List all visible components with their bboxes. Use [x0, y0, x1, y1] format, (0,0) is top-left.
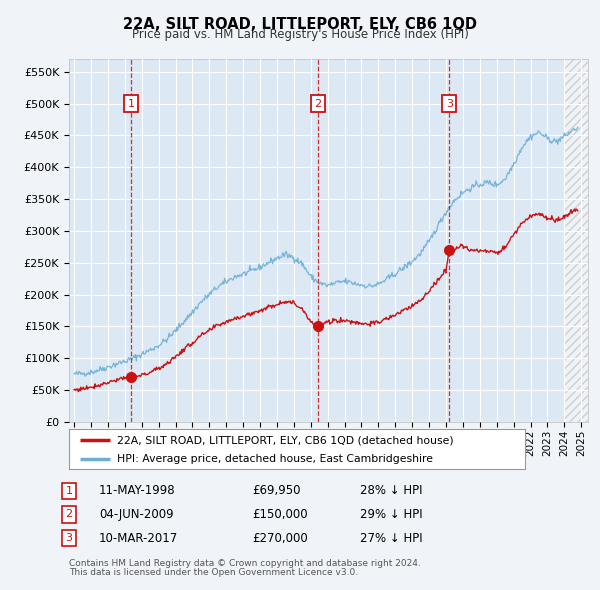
- Text: HPI: Average price, detached house, East Cambridgeshire: HPI: Average price, detached house, East…: [117, 454, 433, 464]
- Text: 3: 3: [446, 99, 453, 109]
- Text: 28% ↓ HPI: 28% ↓ HPI: [360, 484, 422, 497]
- Text: 27% ↓ HPI: 27% ↓ HPI: [360, 532, 422, 545]
- Text: 2: 2: [314, 99, 322, 109]
- Text: 22A, SILT ROAD, LITTLEPORT, ELY, CB6 1QD (detached house): 22A, SILT ROAD, LITTLEPORT, ELY, CB6 1QD…: [117, 435, 454, 445]
- Text: 3: 3: [65, 533, 73, 543]
- Text: Contains HM Land Registry data © Crown copyright and database right 2024.: Contains HM Land Registry data © Crown c…: [69, 559, 421, 568]
- Text: This data is licensed under the Open Government Licence v3.0.: This data is licensed under the Open Gov…: [69, 568, 358, 577]
- Bar: [565, 59, 588, 422]
- Bar: [565, 59, 588, 422]
- Text: Price paid vs. HM Land Registry's House Price Index (HPI): Price paid vs. HM Land Registry's House …: [131, 28, 469, 41]
- Text: £270,000: £270,000: [252, 532, 308, 545]
- Text: 10-MAR-2017: 10-MAR-2017: [99, 532, 178, 545]
- Text: 29% ↓ HPI: 29% ↓ HPI: [360, 508, 422, 521]
- Text: 04-JUN-2009: 04-JUN-2009: [99, 508, 173, 521]
- Text: 1: 1: [65, 486, 73, 496]
- Text: 11-MAY-1998: 11-MAY-1998: [99, 484, 176, 497]
- Text: £150,000: £150,000: [252, 508, 308, 521]
- Text: £69,950: £69,950: [252, 484, 301, 497]
- Text: 1: 1: [127, 99, 134, 109]
- Text: 2: 2: [65, 510, 73, 519]
- Text: 22A, SILT ROAD, LITTLEPORT, ELY, CB6 1QD: 22A, SILT ROAD, LITTLEPORT, ELY, CB6 1QD: [123, 17, 477, 31]
